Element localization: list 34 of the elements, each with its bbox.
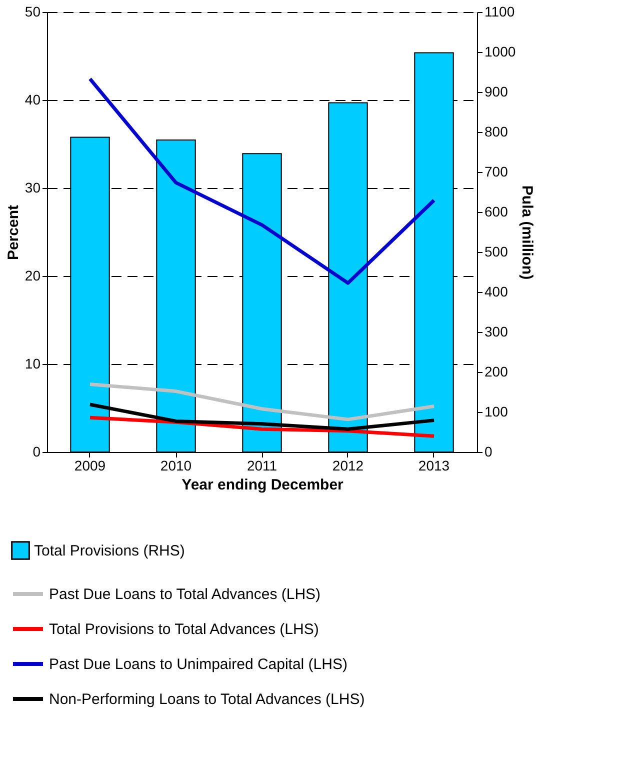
y2-tick-label: 1000 (484, 44, 516, 60)
y2-tick-label: 1100 (484, 4, 515, 20)
y2-tick-label: 400 (484, 284, 508, 300)
x-axis-title: Year ending December (182, 476, 344, 494)
legend-label: Non-Performing Loans to Total Advances (LHS) (49, 691, 365, 708)
y-tick-label: 40 (24, 92, 41, 108)
line-series (88, 382, 436, 422)
y2-tick-label: 0 (484, 444, 492, 460)
y-tick-label: 30 (24, 180, 41, 196)
y2-tick-label: 100 (484, 404, 508, 420)
x-tick-label: 2013 (418, 458, 450, 474)
y2-axis-title: Pula (million) (518, 185, 536, 280)
line-series (88, 77, 436, 285)
legend-label: Past Due Loans to Unimpaired Capital (LHS) (49, 656, 348, 673)
y2-tick-label: 300 (484, 324, 508, 340)
x-tick-label: 2011 (246, 458, 278, 474)
y2-tick-label: 900 (484, 84, 508, 100)
y2-tick-label: 700 (484, 164, 508, 180)
y-tick-label: 50 (24, 4, 41, 20)
legend-label: Total Provisions (RHS) (34, 542, 185, 560)
x-tick-label: 2010 (160, 458, 192, 474)
y2-tick-label: 200 (484, 364, 508, 380)
y-tick-label: 20 (24, 268, 41, 284)
y-axis-title: Percent (4, 204, 22, 260)
y2-tick-label: 600 (484, 204, 508, 220)
legend-label: Past Due Loans to Total Advances (LHS) (49, 586, 321, 603)
x-tick-label: 2012 (332, 458, 364, 474)
y2-tick-label: 500 (484, 244, 508, 260)
y-tick-label: 10 (24, 356, 41, 372)
y2-tick-label: 800 (484, 124, 508, 140)
line-series (88, 416, 436, 438)
y-tick-label: 0 (32, 444, 41, 460)
legend-label: Total Provisions to Total Advances (LHS) (49, 621, 319, 638)
x-tick-label: 2009 (74, 458, 106, 474)
